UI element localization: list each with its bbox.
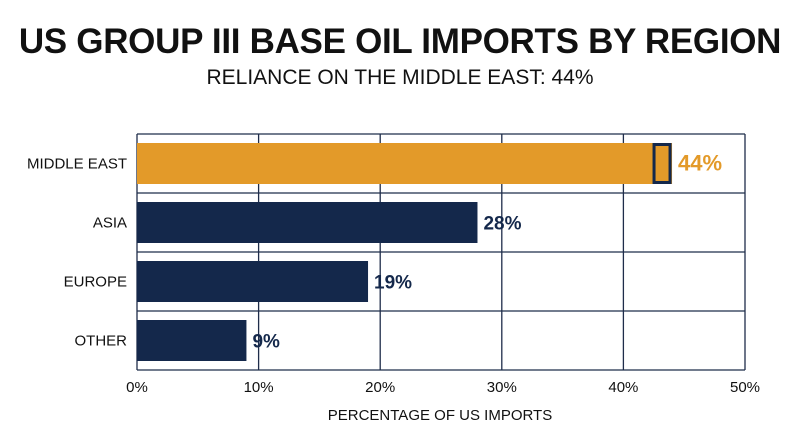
value-labels: 44% 28% 19% 9% [252,151,722,353]
x-tick-label: 0% [126,379,148,396]
chart-title: US GROUP III BASE OIL IMPORTS BY REGION [18,22,782,61]
value-label: 28% [483,214,521,235]
tick-labels: 0% 10% 20% 30% 40% 50% [126,379,760,396]
category-label: ASIA [93,215,127,232]
bars [137,143,673,361]
x-tick-label: 20% [365,379,395,396]
value-label: 44% [678,151,722,176]
category-label: OTHER [75,333,128,350]
bar-other [137,320,247,361]
grid-lines [136,133,746,371]
x-tick-label: 50% [730,379,760,396]
value-label: 19% [374,273,412,294]
category-label: MIDDLE EAST [27,156,127,173]
bar-europe [137,261,369,302]
x-tick-label: 40% [608,379,638,396]
bar-middle-east [137,143,673,184]
category-labels: MIDDLE EAST ASIA EUROPE OTHER [27,156,127,350]
highlight-marker [652,143,672,184]
value-label: 9% [252,332,280,353]
x-tick-label: 10% [244,379,274,396]
bar-asia [137,202,478,243]
chart-subtitle: RELIANCE ON THE MIDDLE EAST: 44% [206,66,594,89]
x-tick-label: 30% [487,379,517,396]
x-axis-label: PERCENTAGE OF US IMPORTS [328,407,552,424]
category-label: EUROPE [64,274,127,291]
